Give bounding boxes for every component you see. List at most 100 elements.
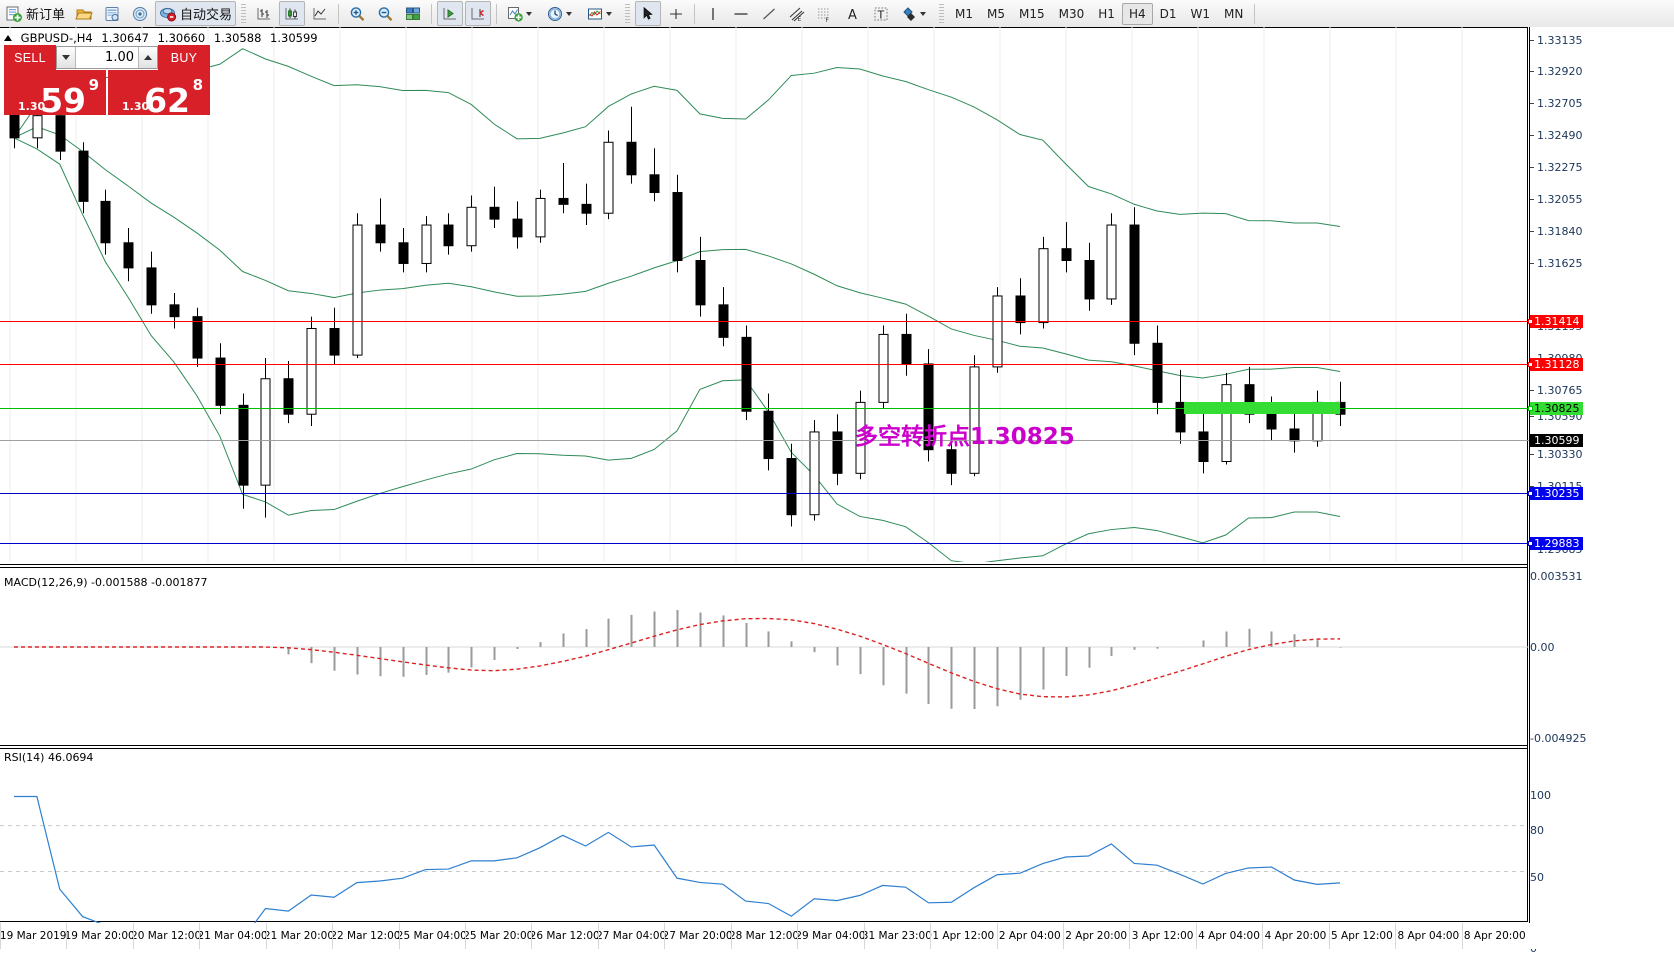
buy-price-big: 62 [144, 81, 190, 120]
toolbar-grip[interactable] [241, 3, 247, 24]
vertical-line-button[interactable] [700, 1, 726, 26]
tile-windows-icon [404, 5, 422, 23]
price-level-label[interactable]: 1.30825 [1530, 402, 1583, 415]
indicators-button[interactable] [582, 1, 620, 26]
timeframe-m15[interactable]: M15 [1019, 6, 1045, 21]
timeframe-h1[interactable]: H1 [1098, 6, 1115, 21]
price-level-line[interactable] [0, 362, 1533, 367]
toolbar-grip[interactable] [939, 3, 945, 24]
toolbar-separator [1254, 3, 1256, 24]
text-label-button[interactable]: A [840, 1, 866, 26]
volume-value[interactable]: 1.00 [76, 47, 138, 68]
text-label-icon: A [844, 5, 862, 23]
time-axis-separator [399, 923, 400, 949]
price-level-line[interactable] [0, 440, 1529, 441]
volume-up-icon[interactable] [138, 47, 157, 68]
time-axis-label: 19 Mar 20:00 [64, 930, 135, 942]
price-level-line[interactable] [0, 491, 1533, 496]
sell-price-sup: 9 [88, 76, 99, 94]
timeframe-m1[interactable]: M1 [955, 6, 974, 21]
text-box-icon: T [872, 5, 890, 23]
auto-trading-icon [159, 5, 177, 23]
one-click-trading-top: SELL 1.00 BUY [4, 45, 210, 70]
time-axis-label: 8 Apr 04:00 [1397, 930, 1460, 942]
price-level-label[interactable]: 1.29883 [1530, 537, 1583, 550]
indicators-caret-icon[interactable] [606, 11, 613, 16]
timeframe-w1[interactable]: W1 [1190, 6, 1211, 21]
navigator-button[interactable] [127, 1, 153, 26]
price-level-label[interactable]: 1.30235 [1530, 487, 1583, 500]
timeframe-m30[interactable]: M30 [1058, 6, 1085, 21]
price-level-label[interactable]: 1.31414 [1530, 315, 1583, 328]
line-chart-button[interactable] [307, 1, 333, 26]
new-order-icon [5, 5, 23, 23]
price-level-line[interactable] [0, 541, 1533, 546]
auto-scroll-button[interactable] [465, 1, 492, 26]
price-level-label[interactable]: 1.31128 [1530, 358, 1583, 371]
tile-windows-button[interactable] [400, 1, 426, 26]
candlestick-chart-button[interactable] [279, 1, 306, 26]
period-button[interactable] [542, 1, 580, 26]
ohlc-high: 1.30660 [157, 31, 206, 45]
zoom-in-button[interactable] [344, 1, 370, 26]
time-axis-label: 21 Mar 20:00 [263, 930, 335, 942]
buy-price[interactable]: 1.30 62 8 [108, 70, 210, 120]
toolbar-separator [338, 3, 340, 24]
sell-price[interactable]: 1.30 59 9 [4, 70, 106, 117]
period-caret-icon[interactable] [566, 11, 573, 16]
market-watch-button[interactable] [99, 1, 125, 26]
volume-stepper[interactable]: 1.00 [56, 46, 158, 69]
timeframe-h4[interactable]: H4 [1121, 2, 1153, 25]
trend-line-button[interactable] [756, 1, 782, 26]
price-level-line[interactable] [0, 319, 1533, 324]
buy-button[interactable]: BUY [158, 45, 210, 70]
toolbar-grip[interactable] [625, 3, 631, 24]
sell-button[interactable]: SELL [4, 45, 56, 70]
svg-text:E: E [798, 16, 802, 23]
equidistant-channel-button[interactable]: E [784, 1, 810, 26]
new-order-button[interactable]: 新订单 [1, 1, 69, 26]
volume-dropdown-icon[interactable] [57, 47, 76, 68]
auto-scroll-icon [469, 5, 487, 23]
shapes-caret-icon[interactable] [920, 11, 927, 16]
text-box-button[interactable]: T [868, 1, 894, 26]
price-level-line[interactable] [0, 406, 1533, 411]
cursor-button[interactable] [635, 1, 662, 26]
time-axis-separator [0, 923, 1, 949]
chart-area[interactable]: GBPUSD-,H4 1.30647 1.30660 1.30588 1.305… [0, 27, 1674, 955]
time-axis-separator [930, 923, 931, 949]
svg-text:F: F [826, 17, 830, 23]
timeframe-d1[interactable]: D1 [1159, 6, 1177, 21]
period-icon [546, 5, 564, 23]
price-level-label[interactable]: 1.30599 [1530, 434, 1583, 447]
auto-trading-button[interactable]: 自动交易 [155, 1, 237, 26]
time-axis[interactable]: 19 Mar 2019 19 Mar 20:00 20 Mar 12:00 21 Ma… [0, 923, 1674, 949]
macd-tick: 0.003531 [1530, 570, 1583, 583]
rsi-tick: 80 [1530, 824, 1544, 837]
svg-text:T: T [877, 8, 885, 21]
timeframe-m5[interactable]: M5 [987, 6, 1006, 21]
time-axis-label: 21 Mar 04:00 [197, 930, 268, 942]
shapes-button[interactable] [896, 1, 934, 26]
templates-button[interactable] [502, 1, 540, 26]
collapse-triangle-icon[interactable] [4, 35, 12, 41]
buy-price-prefix: 1.30 [122, 100, 150, 113]
time-axis-label: 28 Mar 12:00 [728, 930, 800, 942]
open-data-folder-button[interactable] [71, 1, 97, 26]
timeframe-mn[interactable]: MN [1224, 6, 1244, 21]
shift-end-button[interactable] [437, 1, 464, 26]
time-axis-separator [997, 923, 998, 949]
shapes-icon [900, 5, 918, 23]
one-click-trading-panel[interactable]: SELL 1.00 BUY 1.30 59 9 1.30 62 8 [4, 45, 210, 120]
cursor-icon [639, 5, 657, 23]
price-scale[interactable]: 1.33135 1.32920 1.32705 1.32490 1.32275 1.320… [1529, 27, 1674, 955]
crosshair-button[interactable] [663, 1, 689, 26]
auto-trading-label: 自动交易 [180, 8, 233, 23]
svg-text:A: A [848, 8, 857, 23]
bar-chart-button[interactable] [251, 1, 277, 26]
zoom-out-button[interactable] [372, 1, 398, 26]
horizontal-line-button[interactable] [728, 1, 754, 26]
templates-caret-icon[interactable] [526, 11, 533, 16]
fibonacci-button[interactable]: F [812, 1, 838, 26]
time-axis-separator [598, 923, 599, 949]
